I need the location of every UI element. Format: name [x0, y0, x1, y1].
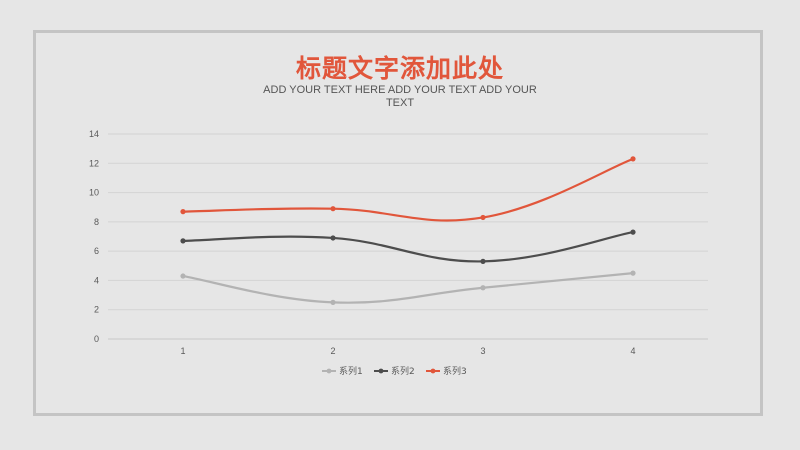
data-point: [330, 235, 336, 241]
y-tick-label: 6: [94, 246, 99, 256]
legend-item-1: 系列1: [322, 365, 363, 377]
legend-item-3: 系列3: [426, 365, 467, 377]
x-tick-label: 1: [180, 346, 185, 356]
series-lines: [181, 157, 635, 304]
chart-subtitle: ADD YOUR TEXT HERE ADD YOUR TEXT ADD YOU…: [263, 84, 537, 109]
data-point: [630, 229, 636, 235]
y-axis-ticks: 0 2 4 6 8 10 12 14: [89, 129, 99, 344]
legend-label: 系列1: [339, 365, 363, 377]
data-point: [180, 238, 186, 244]
y-tick-label: 8: [94, 217, 99, 227]
data-point: [480, 258, 486, 264]
x-tick-label: 2: [330, 346, 335, 356]
legend-swatch-marker: [430, 368, 436, 374]
chart-title: 标题文字添加此处: [295, 54, 504, 83]
legend-swatch-marker: [378, 368, 384, 374]
x-axis-ticks: 1 2 3 4: [180, 346, 635, 356]
legend-swatch-marker: [326, 368, 332, 374]
legend-label: 系列3: [443, 365, 467, 377]
series-line-1: [181, 272, 635, 304]
legend-label: 系列2: [391, 365, 415, 377]
series-line-3: [181, 157, 635, 222]
data-point: [630, 270, 636, 276]
slide-frame: [33, 30, 763, 416]
data-point: [630, 156, 636, 162]
x-tick-label: 3: [480, 346, 485, 356]
y-tick-label: 10: [89, 188, 99, 198]
data-point: [330, 299, 336, 305]
series-points: [180, 156, 636, 305]
y-tick-label: 2: [94, 305, 99, 315]
series-line-2: [181, 231, 635, 263]
data-point: [330, 206, 336, 212]
y-tick-label: 14: [89, 129, 99, 139]
y-tick-label: 0: [94, 334, 99, 344]
legend-item-2: 系列2: [374, 365, 415, 377]
x-tick-label: 4: [630, 346, 635, 356]
y-tick-label: 4: [94, 275, 99, 285]
data-point: [180, 273, 186, 279]
data-point: [180, 209, 186, 215]
y-tick-label: 12: [89, 158, 99, 168]
data-point: [480, 214, 486, 221]
data-point: [480, 285, 486, 291]
legend: 系列1 系列2 系列3: [322, 365, 467, 377]
